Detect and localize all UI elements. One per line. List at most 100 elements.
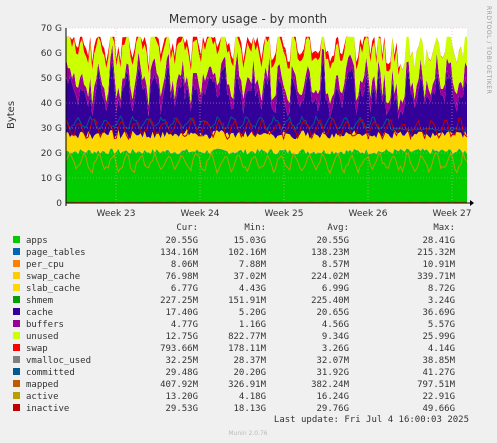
legend-swatch (13, 248, 20, 255)
x-tick-labels: Week 23 Week 24 Week 25 Week 26 Week 27 (97, 209, 472, 219)
legend-name: buffers (26, 320, 64, 330)
legend-value-avg: 32.07M (316, 356, 349, 366)
legend: apps 20.55G 15.03G 20.55G 28.41G page_tables 1… (13, 236, 456, 414)
y-tick-label: 50 G (41, 74, 62, 84)
legend-value-avg: 20.65G (316, 308, 349, 318)
legend-value-avg: 31.92G (316, 368, 349, 378)
legend-value-min: 178.11M (228, 344, 267, 354)
legend-value-max: 28.41G (422, 236, 455, 246)
area-apps (66, 148, 467, 203)
legend-name: unused (26, 332, 59, 342)
legend-value-avg: 8.57M (322, 260, 350, 270)
legend-row-unused: unused 12.75G 822.77M 9.34G 25.99G (13, 332, 455, 342)
legend-swatch (13, 296, 20, 303)
legend-value-max: 10.91M (422, 260, 455, 270)
legend-name: mapped (26, 380, 59, 390)
legend-value-cur: 20.55G (165, 236, 198, 246)
legend-value-max: 797.51M (417, 380, 456, 390)
legend-value-min: 18.13G (233, 404, 266, 414)
legend-value-cur: 13.20G (165, 392, 198, 402)
legend-value-cur: 29.48G (165, 368, 198, 378)
legend-row-inactive: inactive 29.53G 18.13G 29.76G 49.66G (13, 404, 455, 414)
legend-swatch (13, 272, 20, 279)
x-tick-label: Week 25 (265, 209, 304, 219)
y-tick-label: 30 G (41, 124, 62, 134)
legend-name: page_tables (26, 248, 86, 258)
legend-value-avg: 16.24G (316, 392, 349, 402)
legend-value-min: 4.18G (239, 392, 266, 402)
area-cache (66, 61, 467, 140)
legend-value-max: 49.66G (422, 404, 455, 414)
legend-value-max: 25.99G (422, 332, 455, 342)
legend-value-max: 22.91G (422, 392, 455, 402)
legend-value-min: 15.03G (233, 236, 266, 246)
legend-column-header: Cur: (176, 223, 198, 233)
legend-name: active (26, 392, 59, 402)
legend-value-max: 4.14G (428, 344, 455, 354)
legend-value-max: 38.85M (422, 356, 455, 366)
legend-value-max: 215.32M (417, 248, 456, 258)
legend-value-avg: 224.02M (311, 272, 350, 282)
legend-swatch (13, 368, 20, 375)
legend-value-avg: 20.55G (316, 236, 349, 246)
x-tick-label: Week 27 (433, 209, 472, 219)
y-tick-labels: 0 10 G 20 G 30 G 40 G 50 G 60 G 70 G (41, 24, 63, 209)
legend-swatch (13, 260, 20, 267)
legend-swatch (13, 392, 20, 399)
y-tick-label: 70 G (41, 24, 62, 34)
legend-row-cache: cache 17.40G 5.20G 20.65G 36.69G (13, 308, 455, 318)
legend-swatch (13, 380, 20, 387)
legend-row-page_tables: page_tables 134.16M 102.16M 138.23M 215.32M (13, 248, 456, 258)
y-tick-label: 0 (56, 199, 62, 209)
legend-value-cur: 12.75G (165, 332, 198, 342)
legend-value-avg: 138.23M (311, 248, 350, 258)
legend-value-max: 5.57G (428, 320, 455, 330)
legend-name: swap (26, 344, 48, 354)
legend-value-avg: 382.24M (311, 380, 350, 390)
line-inactive (65, 116, 468, 141)
legend-swatch (13, 344, 20, 351)
legend-value-cur: 32.25M (165, 356, 198, 366)
legend-swatch (13, 404, 20, 411)
legend-name: cache (26, 308, 53, 318)
legend-value-avg: 3.26G (322, 344, 349, 354)
legend-value-avg: 225.40M (311, 296, 350, 306)
legend-row-swap_cache: swap_cache 76.98M 37.02M 224.02M 339.71M (13, 272, 456, 282)
legend-value-min: 1.16G (239, 320, 266, 330)
legend-row-buffers: buffers 4.77G 1.16G 4.56G 5.57G (13, 320, 455, 330)
x-axis-arrow-icon (470, 200, 474, 206)
legend-row-per_cpu: per_cpu 8.06M 7.88M 8.57M 10.91M (13, 260, 456, 270)
legend-value-max: 36.69G (422, 308, 455, 318)
legend-name: slab_cache (26, 284, 80, 294)
legend-name: inactive (26, 404, 69, 414)
legend-column-header: Avg: (327, 223, 349, 233)
grid-lines (66, 27, 467, 203)
legend-name: shmem (26, 296, 53, 306)
chart-title: Memory usage - by month (169, 12, 327, 26)
legend-value-cur: 4.77G (171, 320, 198, 330)
legend-swatch (13, 284, 20, 291)
legend-swatch (13, 308, 20, 315)
legend-row-swap: swap 793.66M 178.11M 3.26G 4.14G (13, 344, 455, 354)
line-mapped (65, 201, 468, 203)
stacked-areas (66, 36, 467, 203)
legend-swatch (13, 320, 20, 327)
legend-value-cur: 8.06M (171, 260, 199, 270)
legend-column-header: Min: (244, 223, 266, 233)
legend-row-committed: committed 29.48G 20.20G 31.92G 41.27G (13, 368, 455, 378)
legend-name: per_cpu (26, 260, 64, 270)
y-axis-label: Bytes (6, 101, 17, 129)
y-tick-label: 40 G (41, 99, 62, 109)
legend-value-cur: 134.16M (160, 248, 199, 258)
legend-row-mapped: mapped 407.92M 326.91M 382.24M 797.51M (13, 380, 456, 390)
legend-value-min: 5.20G (239, 308, 266, 318)
legend-swatch (13, 356, 20, 363)
legend-name: vmalloc_used (26, 356, 91, 366)
legend-value-min: 151.91M (228, 296, 267, 306)
legend-value-min: 326.91M (228, 380, 267, 390)
x-tick-label: Week 24 (181, 209, 220, 219)
legend-row-apps: apps 20.55G 15.03G 20.55G 28.41G (13, 236, 455, 246)
legend-value-max: 41.27G (422, 368, 455, 378)
legend-value-avg: 29.76G (316, 404, 349, 414)
legend-column-header: Max: (433, 223, 455, 233)
